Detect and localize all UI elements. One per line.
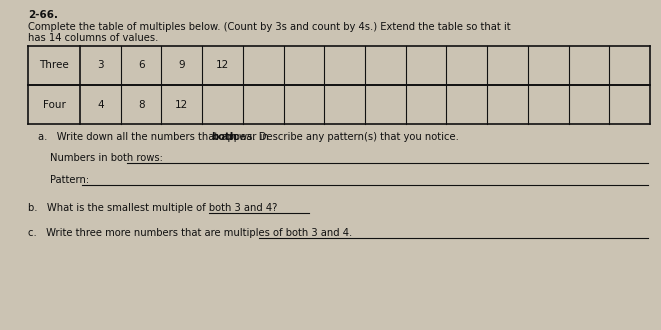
- Text: Four: Four: [42, 100, 65, 110]
- Text: 2-66.: 2-66.: [28, 10, 58, 20]
- Text: 4: 4: [97, 100, 104, 110]
- Text: 12: 12: [175, 100, 188, 110]
- Text: 6: 6: [137, 60, 144, 71]
- Text: c.   Write three more numbers that are multiples of both 3 and 4.: c. Write three more numbers that are mul…: [28, 228, 352, 238]
- Text: both: both: [211, 132, 237, 142]
- Text: Numbers in both rows:: Numbers in both rows:: [50, 153, 166, 163]
- Text: Pattern:: Pattern:: [50, 175, 93, 185]
- Text: a.   Write down all the numbers that appear in: a. Write down all the numbers that appea…: [38, 132, 272, 142]
- Text: b.   What is the smallest multiple of both 3 and 4?: b. What is the smallest multiple of both…: [28, 203, 278, 213]
- Text: 9: 9: [178, 60, 185, 71]
- Text: 3: 3: [97, 60, 104, 71]
- Text: Three: Three: [39, 60, 69, 71]
- Text: 12: 12: [216, 60, 229, 71]
- Text: 8: 8: [137, 100, 144, 110]
- Text: has 14 columns of values.: has 14 columns of values.: [28, 33, 159, 43]
- Text: rows. Describe any pattern(s) that you notice.: rows. Describe any pattern(s) that you n…: [225, 132, 459, 142]
- Text: Complete the table of multiples below. (Count by 3s and count by 4s.) Extend the: Complete the table of multiples below. (…: [28, 22, 511, 32]
